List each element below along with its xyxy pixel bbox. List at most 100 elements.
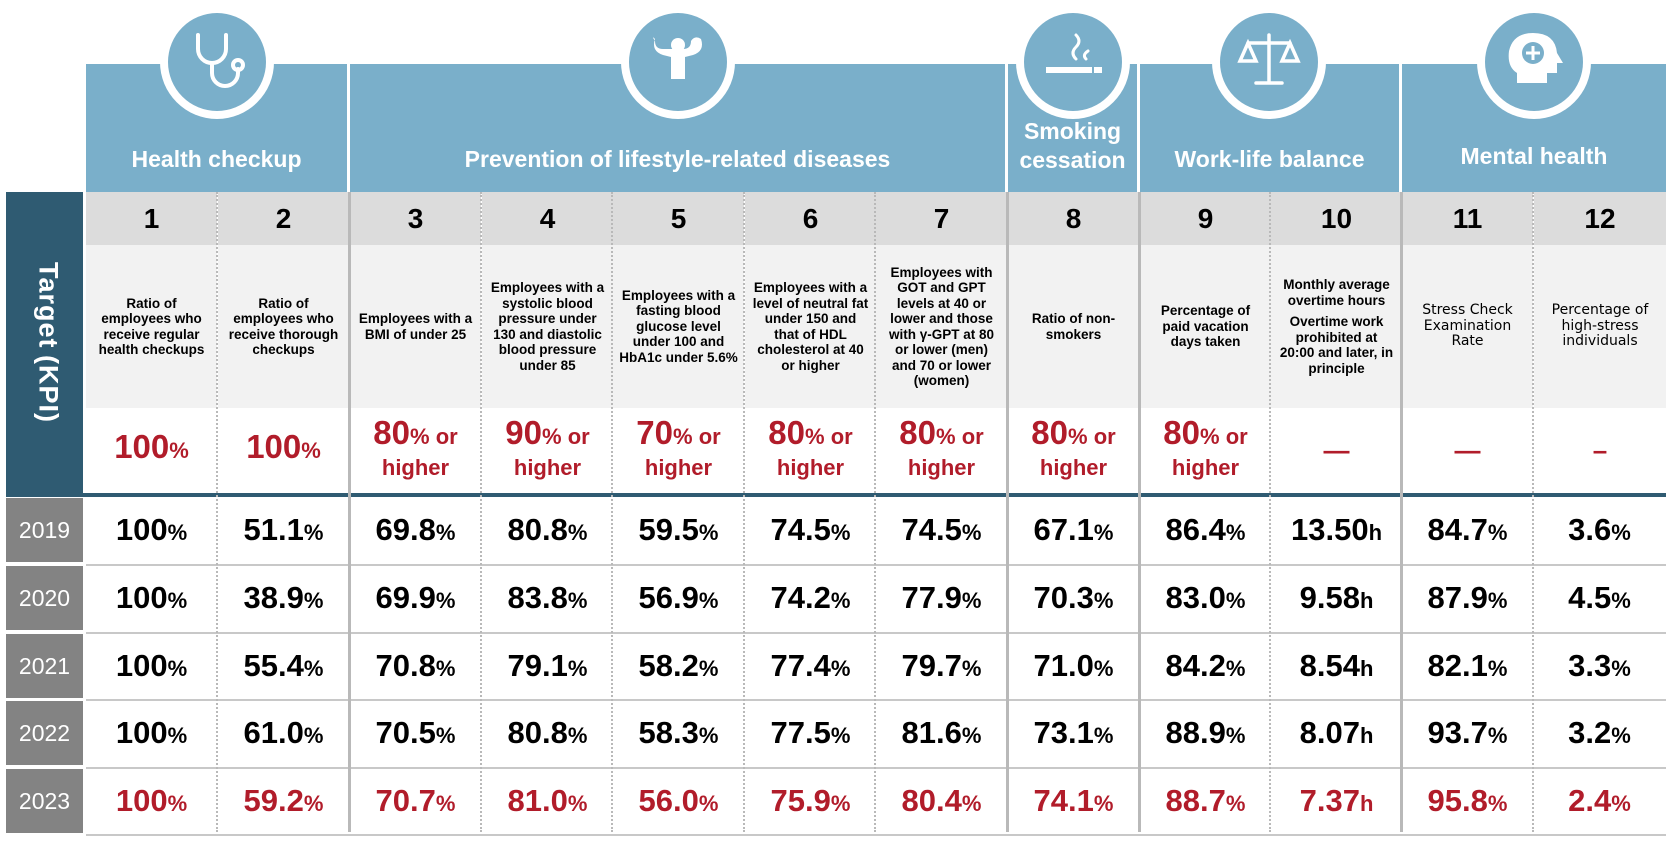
- result-cell: 38.9%: [218, 564, 349, 632]
- result-unit: %: [961, 723, 982, 748]
- result-value: 58.3: [638, 715, 699, 750]
- kpi-target-number: 80: [373, 414, 411, 451]
- year-label: 2019: [6, 498, 83, 562]
- table-bottom-border: [86, 834, 1666, 836]
- column-divider: [1138, 192, 1141, 832]
- kpi-number: 12: [1534, 192, 1666, 245]
- result-value: 51.1: [243, 512, 304, 547]
- result-unit: h: [1359, 723, 1374, 748]
- column-divider: [1400, 192, 1403, 832]
- kpi-number: 3: [350, 192, 481, 245]
- kpi-target: 70% or higher: [613, 408, 744, 493]
- result-value: 80.4: [901, 783, 962, 818]
- kpi-description: Ratio of employees who receive regular h…: [86, 245, 217, 408]
- kpi-target-number: 90: [505, 414, 543, 451]
- result-cell: 70.8%: [350, 632, 481, 700]
- result-unit: %: [567, 723, 588, 748]
- category-health-checkup: Health checkup: [86, 5, 347, 192]
- category-title: Mental health: [1460, 143, 1608, 169]
- column-divider: [216, 192, 218, 832]
- result-value: 79.7: [901, 648, 962, 683]
- kpi-target: 80% or higher: [876, 408, 1007, 493]
- result-value: 69.8: [375, 512, 436, 547]
- result-value: 81.6: [901, 715, 962, 750]
- kpi-description: Employees with a systolic blood pressure…: [482, 245, 613, 408]
- result-cell: 8.54h: [1271, 632, 1402, 700]
- result-cell: 100%: [86, 496, 217, 564]
- kpi-target: 100%: [218, 408, 349, 493]
- result-value: 95.8: [1427, 783, 1488, 818]
- result-cell: 84.7%: [1402, 496, 1533, 564]
- kpi-description-text: Stress Check Examination Rate: [1422, 302, 1513, 350]
- result-value: 100: [115, 648, 168, 683]
- result-cell: 70.7%: [350, 767, 481, 835]
- column-divider: [1532, 192, 1534, 832]
- kpi-target-suffix: higher: [1171, 455, 1240, 480]
- result-unit: %: [1487, 520, 1508, 545]
- kpi-number: 6: [745, 192, 876, 245]
- result-unit: %: [435, 520, 456, 545]
- kpi-target-suffix: higher: [644, 455, 713, 480]
- category-title-line1: Smoking: [1023, 118, 1122, 144]
- kpi-target-value: 80% or higher: [1163, 416, 1248, 482]
- result-value: 80.8: [507, 512, 568, 547]
- column-divider: [874, 192, 876, 832]
- result-cell: 77.9%: [876, 564, 1007, 632]
- kpi-description-note: Overtime work prohibited at 20:00 and la…: [1279, 314, 1394, 376]
- result-cell: 88.9%: [1140, 699, 1271, 767]
- result-cell: 3.3%: [1534, 632, 1665, 700]
- kpi-description: Employees with GOT and GPT levels at 40 …: [876, 245, 1007, 408]
- result-unit: h: [1359, 588, 1374, 613]
- result-unit: %: [1225, 723, 1246, 748]
- kpi-description: Employees with a level of neutral fat un…: [745, 245, 876, 408]
- kpi-target: —: [1402, 408, 1533, 493]
- result-unit: %: [567, 791, 588, 816]
- result-value: 87.9: [1427, 580, 1488, 615]
- kpi-number: 7: [876, 192, 1007, 245]
- year-label: 2021: [6, 634, 83, 698]
- result-unit: %: [1093, 588, 1114, 613]
- kpi-description-text: Ratio of non-smokers: [1031, 311, 1116, 342]
- kpi-target: —: [1271, 408, 1402, 493]
- result-cell: 100%: [86, 632, 217, 700]
- result-unit: %: [1487, 791, 1508, 816]
- result-cell: 70.5%: [350, 699, 481, 767]
- result-unit: %: [435, 656, 456, 681]
- kpi-description: Stress Check Examination Rate: [1402, 245, 1533, 408]
- category-mental-health: Mental health: [1402, 5, 1666, 192]
- result-value: 70.7: [375, 783, 436, 818]
- result-unit: %: [961, 588, 982, 613]
- result-value: 84.7: [1427, 512, 1488, 547]
- kpi-description: Percentage of paid vacation days taken: [1140, 245, 1271, 408]
- result-value: 9.58: [1299, 580, 1360, 615]
- category-lifestyle-diseases: Prevention of lifestyle-related diseases: [350, 5, 1005, 192]
- result-unit: %: [167, 791, 188, 816]
- kpi-target-unit: % or: [1200, 424, 1248, 449]
- result-cell: 83.0%: [1140, 564, 1271, 632]
- result-value: 56.0: [638, 783, 699, 818]
- result-unit: %: [1093, 791, 1114, 816]
- row-divider: [86, 767, 1666, 769]
- result-unit: %: [698, 588, 719, 613]
- result-value: 59.5: [638, 512, 699, 547]
- result-cell: 87.9%: [1402, 564, 1533, 632]
- result-unit: %: [167, 723, 188, 748]
- row-divider: [86, 564, 1666, 566]
- result-unit: %: [167, 656, 188, 681]
- kpi-target: 80% or higher: [1008, 408, 1139, 493]
- result-cell: 3.6%: [1534, 496, 1665, 564]
- result-value: 70.5: [375, 715, 436, 750]
- result-value: 74.2: [770, 580, 831, 615]
- kpi-target-value: 80% or higher: [899, 416, 983, 482]
- kpi-target-unit: %: [169, 438, 189, 463]
- result-cell: 58.2%: [613, 632, 744, 700]
- result-unit: %: [1225, 791, 1246, 816]
- kpi-description-text: Percentage of high-stress individuals: [1551, 302, 1649, 350]
- kpi-description: Employees with a BMI of under 25: [350, 245, 481, 408]
- kpi-number: 9: [1140, 192, 1271, 245]
- result-unit: %: [1611, 723, 1631, 748]
- kpi-description-text: Employees with a BMI of under 25: [358, 311, 473, 342]
- result-value: 84.2: [1165, 648, 1226, 683]
- column-divider: [1006, 192, 1009, 832]
